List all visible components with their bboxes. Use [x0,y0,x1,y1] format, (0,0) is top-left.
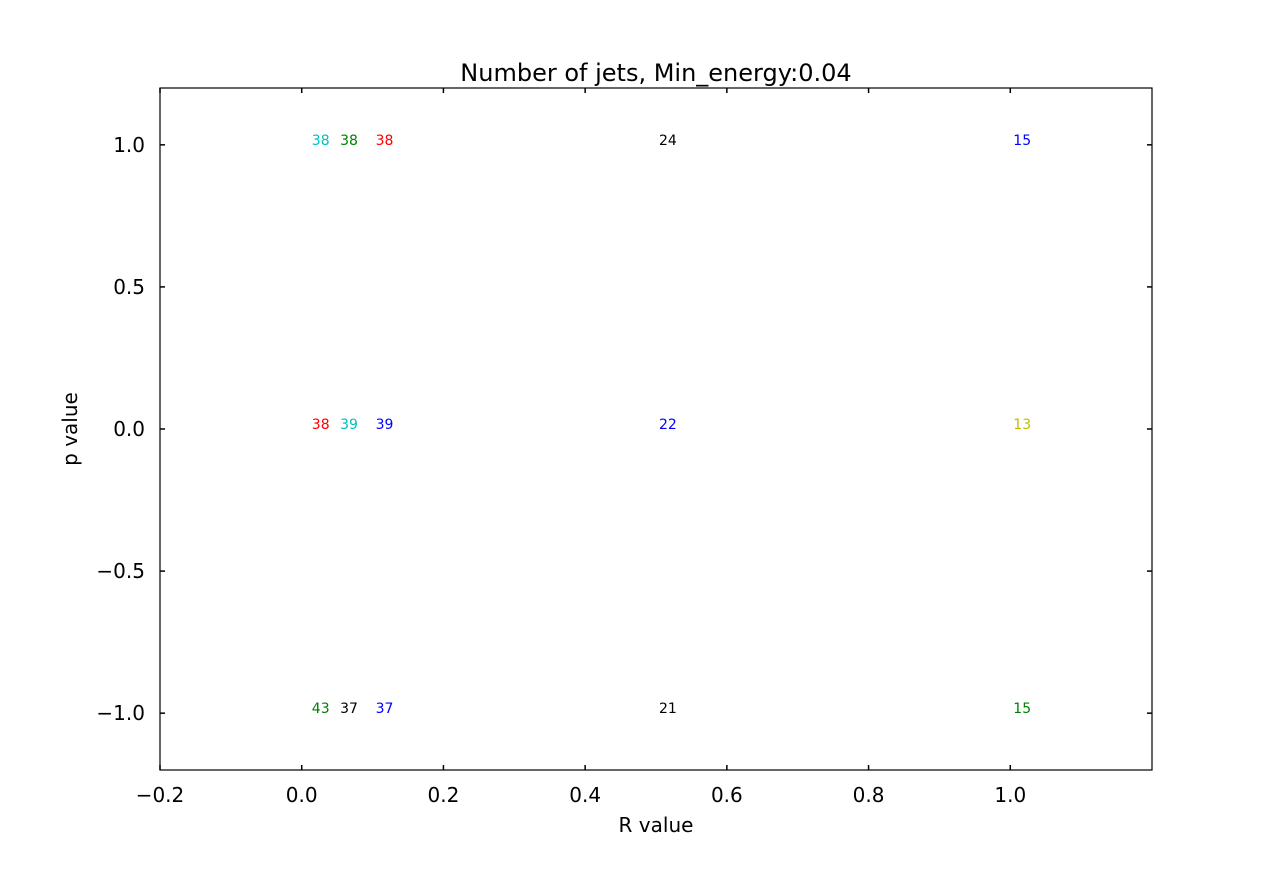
data-point-label: 22 [659,417,677,433]
x-tick-label: 0.4 [569,783,601,807]
data-point-label: 43 [312,701,330,717]
data-point-label: 21 [659,701,677,717]
data-point-label: 24 [659,133,677,149]
data-point-label: 39 [376,417,394,433]
y-axis-label: p value [58,392,82,466]
ticks-layer: −0.2 0.0 0.2 0.4 0.6 0.8 1.0 −1.0 −0.5 0.0 0.5 1.0 [96,88,1152,807]
x-tick-label: 0.6 [711,783,743,807]
data-point-label: 38 [376,133,394,149]
data-point-label: 13 [1013,417,1031,433]
data-point-label: 15 [1013,701,1031,717]
data-point-label: 38 [312,133,330,149]
x-tick-label: 0.0 [286,783,318,807]
data-point-label: 39 [340,417,358,433]
y-tick-label: −1.0 [96,701,145,725]
data-point-label: 37 [376,701,394,717]
points-layer: 38 38 38 24 15 38 39 39 22 13 43 37 37 21 15 [312,133,1031,717]
y-tick-label: 1.0 [113,133,145,157]
y-tick-label: 0.0 [113,417,145,441]
y-tick-label: −0.5 [96,559,145,583]
data-point-label: 38 [312,417,330,433]
x-tick-label: 1.0 [994,783,1026,807]
data-point-label: 37 [340,701,358,717]
chart-title: Number of jets, Min_energy:0.04 [460,59,851,87]
x-tick-label: −0.2 [136,783,185,807]
x-tick-label: 0.8 [853,783,885,807]
y-tick-label: 0.5 [113,275,145,299]
x-tick-label: 0.2 [428,783,460,807]
data-point-label: 38 [340,133,358,149]
data-point-label: 15 [1013,133,1031,149]
x-axis-label: R value [619,813,694,837]
plot-area [159,87,1153,771]
